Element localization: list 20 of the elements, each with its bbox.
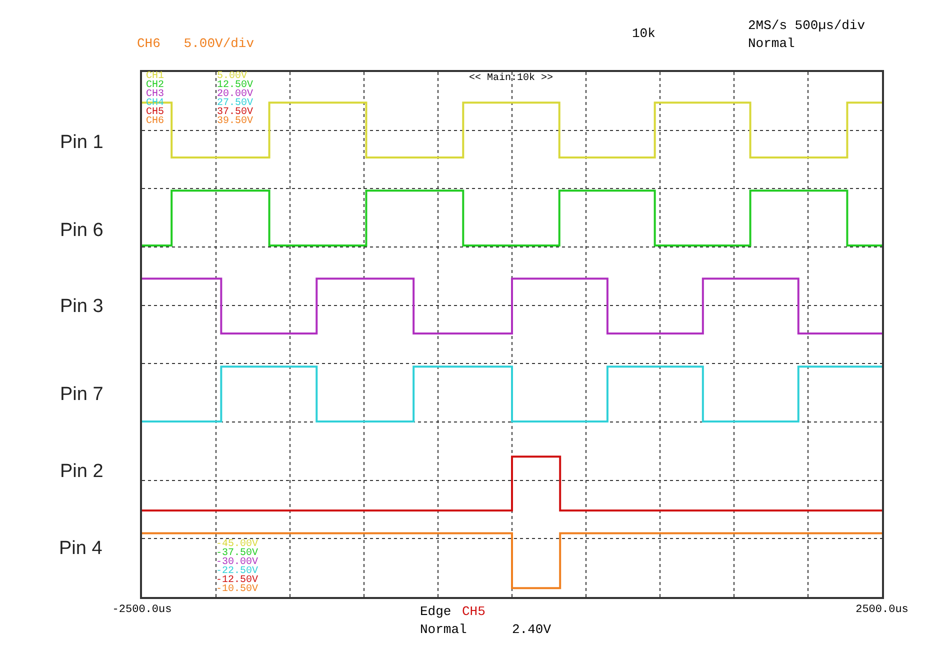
x-tick-label: -2500.0us (112, 604, 172, 616)
text: 2.40V (512, 622, 552, 637)
text: << Main:10k >> (469, 72, 554, 84)
text: Pin 6 (60, 220, 104, 241)
text: Normal (748, 36, 796, 51)
annotation: CH6 (146, 116, 164, 127)
annotation: 39.50V (217, 116, 254, 127)
text: 2MS/s 500µs/div (748, 18, 866, 33)
text: Edge (420, 604, 452, 619)
annotation: -10.50V (216, 584, 258, 595)
text: CH5 (462, 604, 486, 619)
x-tick-label: 2500.0us (856, 604, 908, 616)
text: Pin 7 (60, 384, 104, 405)
text: Pin 3 (60, 296, 104, 317)
text: 10k (632, 26, 656, 41)
text: CH6 5.00V/div (137, 36, 254, 51)
text: Pin 2 (60, 461, 104, 482)
text: Pin 4 (59, 538, 103, 559)
text: Normal (420, 622, 468, 637)
text: Pin 1 (60, 132, 104, 153)
